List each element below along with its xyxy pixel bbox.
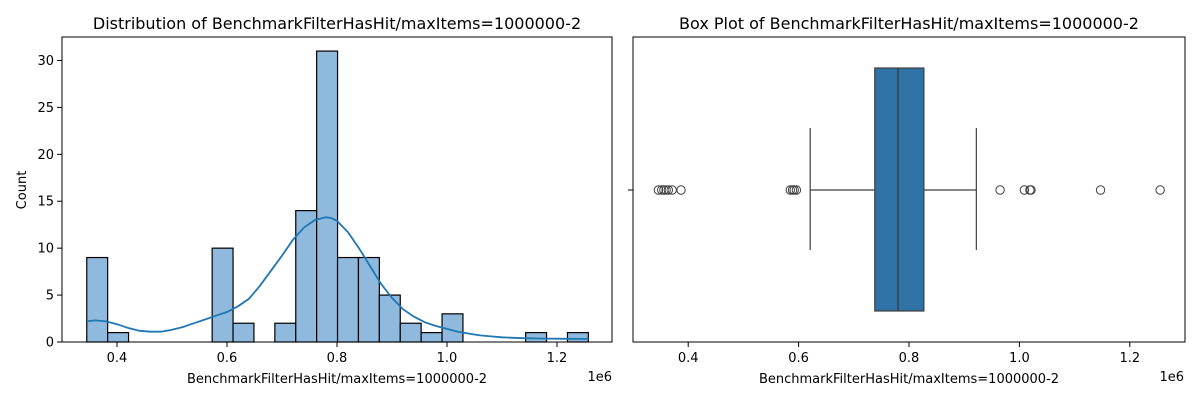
outlier-point: [653, 185, 664, 195]
interquartile-box: [874, 67, 925, 312]
outlier-point: [789, 185, 799, 195]
histogram-bar: [107, 332, 130, 343]
histogram-x-tick-label: 0.8: [327, 351, 348, 366]
histogram-x-tick-label: 0.4: [107, 351, 128, 366]
histogram-bar: [211, 247, 234, 343]
boxplot-x-tick-label: 1.0: [1009, 351, 1030, 366]
boxplot-x-axis-label: BenchmarkFilterHasHit/maxItems=1000000-2: [759, 372, 1059, 387]
histogram-x-ticks: 0.4 0.6 0.8 1.0 1.2: [107, 342, 568, 366]
boxplot-x-offset-label: 1e6: [1159, 370, 1184, 385]
histogram-y-tick-label: 0: [46, 336, 54, 351]
histogram-x-tick-label: 1.2: [547, 351, 568, 366]
histogram-bar: [232, 322, 255, 343]
histogram-x-axis-label: BenchmarkFilterHasHit/maxItems=1000000-2: [187, 372, 487, 387]
histogram-x-tick-label: 0.6: [217, 351, 238, 366]
boxplot-x-tick-label: 0.8: [899, 351, 920, 366]
boxplot-x-tick-label: 0.4: [678, 351, 699, 366]
outlier-point: [785, 185, 796, 195]
boxplot-x-tick-label: 1.2: [1119, 351, 1140, 366]
histogram-y-tick-label: 20: [37, 148, 54, 163]
boxplot-panel: Box Plot of BenchmarkFilterHasHit/maxIte…: [628, 14, 1186, 387]
outlier-point: [661, 185, 671, 195]
histogram-bar: [295, 210, 318, 343]
histogram-bar: [336, 256, 360, 343]
boxplot-marks: [653, 67, 1165, 312]
outlier-point: [1095, 185, 1106, 195]
histogram-panel: Distribution of BenchmarkFilterHasHit/ma…: [15, 14, 613, 387]
outlier-point: [663, 185, 674, 195]
histogram-bar: [274, 322, 297, 343]
histogram-bars: [86, 50, 589, 343]
boxplot-x-tick-label: 0.6: [788, 351, 809, 366]
outlier-point: [1026, 185, 1036, 195]
histogram-y-tick-label: 15: [37, 195, 54, 210]
histogram-bar: [357, 256, 380, 343]
histogram-y-ticks: 0 5 10 15 20 25 30: [37, 54, 62, 351]
outlier-point: [676, 185, 686, 195]
outlier-point: [1155, 185, 1165, 195]
histogram-bar: [86, 256, 109, 343]
outlier-point: [791, 185, 802, 195]
histogram-bar: [420, 332, 443, 343]
outlier-point: [657, 185, 667, 195]
histogram-y-axis-label: Count: [15, 171, 30, 210]
histogram-x-offset-label: 1e6: [587, 370, 612, 385]
histogram-y-tick-label: 30: [37, 54, 54, 69]
histogram-bar: [399, 322, 422, 343]
histogram-title: Distribution of BenchmarkFilterHasHit/ma…: [93, 14, 581, 33]
histogram-y-tick-label: 5: [46, 289, 54, 304]
histogram-y-tick-label: 10: [37, 242, 54, 257]
histogram-y-tick-label: 25: [37, 101, 54, 116]
outlier-point: [1019, 185, 1030, 195]
outlier-point: [995, 185, 1005, 195]
histogram-x-tick-label: 1.0: [437, 351, 458, 366]
histogram-bar: [566, 332, 589, 343]
histogram-bar: [525, 332, 548, 343]
boxplot-title: Box Plot of BenchmarkFilterHasHit/maxIte…: [679, 14, 1139, 33]
boxplot-x-ticks: 0.4 0.6 0.8 1.0 1.2: [678, 342, 1140, 366]
kde-curve: [86, 216, 589, 340]
histogram-bar: [316, 50, 339, 343]
